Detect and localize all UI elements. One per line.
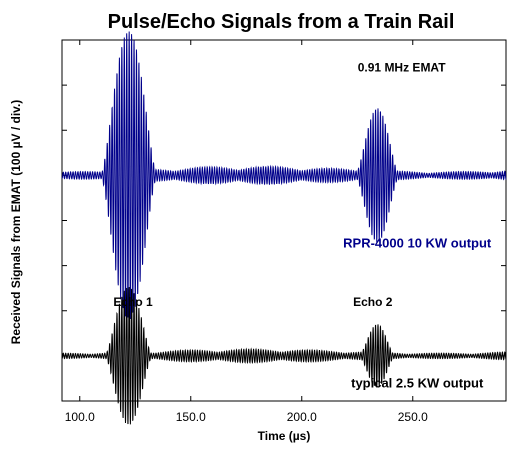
series-layer	[61, 31, 507, 425]
annotation-label: RPR-4000 10 KW output	[343, 236, 492, 251]
annotation-label: typical 2.5 KW output	[351, 375, 484, 390]
x-tick-label: 200.0	[287, 410, 317, 424]
x-tick-label: 150.0	[176, 410, 206, 424]
annotation-label: 0.91 MHz EMAT	[358, 61, 446, 75]
annotation-label: Echo 1	[113, 295, 153, 309]
x-ticks: 100.0 150.0 200.0 250.0	[65, 40, 428, 424]
x-axis-label: Time (µs)	[258, 429, 311, 443]
x-tick-label: 250.0	[398, 410, 428, 424]
y-axis-label: Received Signals from EMAT (100 µV / div…	[9, 100, 23, 345]
annotation-layer: 0.91 MHz EMAT RPR-4000 10 KW output Echo 1…	[113, 61, 492, 391]
annotation-label: Echo 2	[353, 295, 393, 309]
chart-title: Pulse/Echo Signals from a Train Rail	[108, 11, 455, 33]
x-tick-label: 100.0	[65, 410, 95, 424]
series-line-2	[61, 286, 507, 425]
series-line-1	[61, 31, 507, 319]
